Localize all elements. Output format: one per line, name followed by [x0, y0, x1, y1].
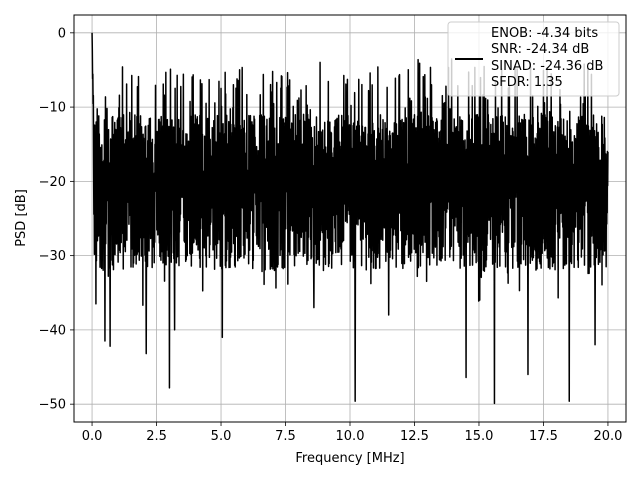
x-axis-label: Frequency [MHz]: [295, 451, 404, 466]
y-tick-label: −10: [39, 101, 66, 116]
legend-sfdr: SFDR: 1.35: [491, 75, 563, 90]
legend-sinad: SINAD: -24.36 dB: [491, 59, 603, 74]
x-tick-label: 10.0: [336, 429, 365, 444]
legend-snr: SNR: -24.34 dB: [491, 42, 589, 57]
x-tick-label: 20.0: [593, 429, 622, 444]
x-tick-label: 2.5: [146, 429, 167, 444]
y-tick-label: −30: [39, 249, 66, 264]
x-tick-label: 7.5: [275, 429, 296, 444]
y-tick-label: −50: [39, 398, 66, 413]
x-tick-label: 15.0: [464, 429, 493, 444]
x-tick-label: 12.5: [400, 429, 429, 444]
x-tick-label: 17.5: [529, 429, 558, 444]
psd-series-line: [91, 32, 609, 405]
x-tick-label: 5.0: [211, 429, 232, 444]
x-tick-label: 0.0: [82, 429, 103, 444]
legend-box: [447, 21, 620, 97]
legend: ENOB: -4.34 bits SNR: -24.34 dB SINAD: -…: [447, 21, 620, 97]
y-tick-label: −20: [39, 175, 66, 190]
legend-enob: ENOB: -4.34 bits: [491, 26, 598, 41]
y-axis-label: PSD [dB]: [14, 189, 29, 247]
axis-ticks: 0.0 2.5 5.0 7.5 10.0 12.5 15.0 17.5 20.0 0 −10 −20 −…: [39, 26, 623, 444]
series-layer: [91, 32, 609, 405]
y-tick-label: 0: [58, 26, 66, 41]
y-tick-label: −40: [39, 323, 66, 338]
